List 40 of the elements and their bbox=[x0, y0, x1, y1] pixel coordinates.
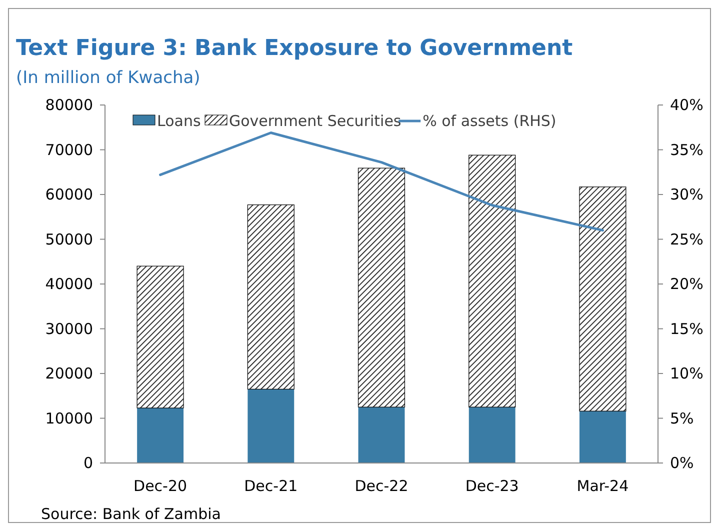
chart-subtitle: (In million of Kwacha) bbox=[16, 68, 200, 88]
bar bbox=[247, 204, 294, 390]
y-tick-label: 30000 bbox=[45, 320, 93, 338]
y-tick-label: 60000 bbox=[45, 186, 93, 204]
x-tick-label: Dec-23 bbox=[465, 477, 519, 495]
y-tick-label: 80000 bbox=[45, 96, 93, 114]
x-tick-label: Dec-20 bbox=[134, 477, 188, 495]
bar bbox=[137, 408, 184, 463]
y-tick-label: 70000 bbox=[45, 140, 93, 159]
source-note: Source: Bank of Zambia bbox=[41, 505, 221, 523]
line-series bbox=[159, 131, 604, 232]
legend-label: % of assets (RHS) bbox=[422, 112, 556, 130]
legend-label: Government Securities bbox=[229, 112, 402, 130]
y-tick-label: 10000 bbox=[45, 409, 93, 428]
x-tick-label: Mar-24 bbox=[576, 477, 629, 495]
bar bbox=[248, 389, 294, 463]
bar bbox=[358, 168, 406, 408]
y-tick-label: 20000 bbox=[45, 364, 93, 382]
x-tick-label: Dec-21 bbox=[244, 477, 298, 495]
y2-tick-label: 0% bbox=[670, 454, 694, 472]
y2-tick-label: 15% bbox=[670, 320, 704, 338]
y2-tick-label: 40% bbox=[670, 96, 704, 114]
bar bbox=[358, 407, 405, 463]
x-tick-label: Dec-22 bbox=[354, 477, 408, 495]
y-tick-label: 40000 bbox=[45, 275, 93, 293]
bar bbox=[579, 186, 626, 412]
bar bbox=[579, 411, 626, 463]
y-tick-label: 0 bbox=[83, 454, 93, 472]
y-tick-label: 50000 bbox=[45, 230, 93, 248]
chart-title: Text Figure 3: Bank Exposure to Government bbox=[16, 36, 574, 61]
y2-tick-label: 25% bbox=[670, 230, 704, 248]
y2-tick-label: 35% bbox=[670, 140, 704, 159]
bar bbox=[468, 154, 516, 408]
bar bbox=[136, 266, 184, 408]
legend-label: Loans bbox=[157, 112, 201, 130]
bar bbox=[468, 407, 516, 463]
y2-tick-label: 30% bbox=[670, 186, 704, 204]
y2-tick-label: 20% bbox=[670, 275, 704, 293]
y2-tick-label: 10% bbox=[670, 364, 704, 382]
y2-tick-label: 5% bbox=[670, 409, 694, 428]
